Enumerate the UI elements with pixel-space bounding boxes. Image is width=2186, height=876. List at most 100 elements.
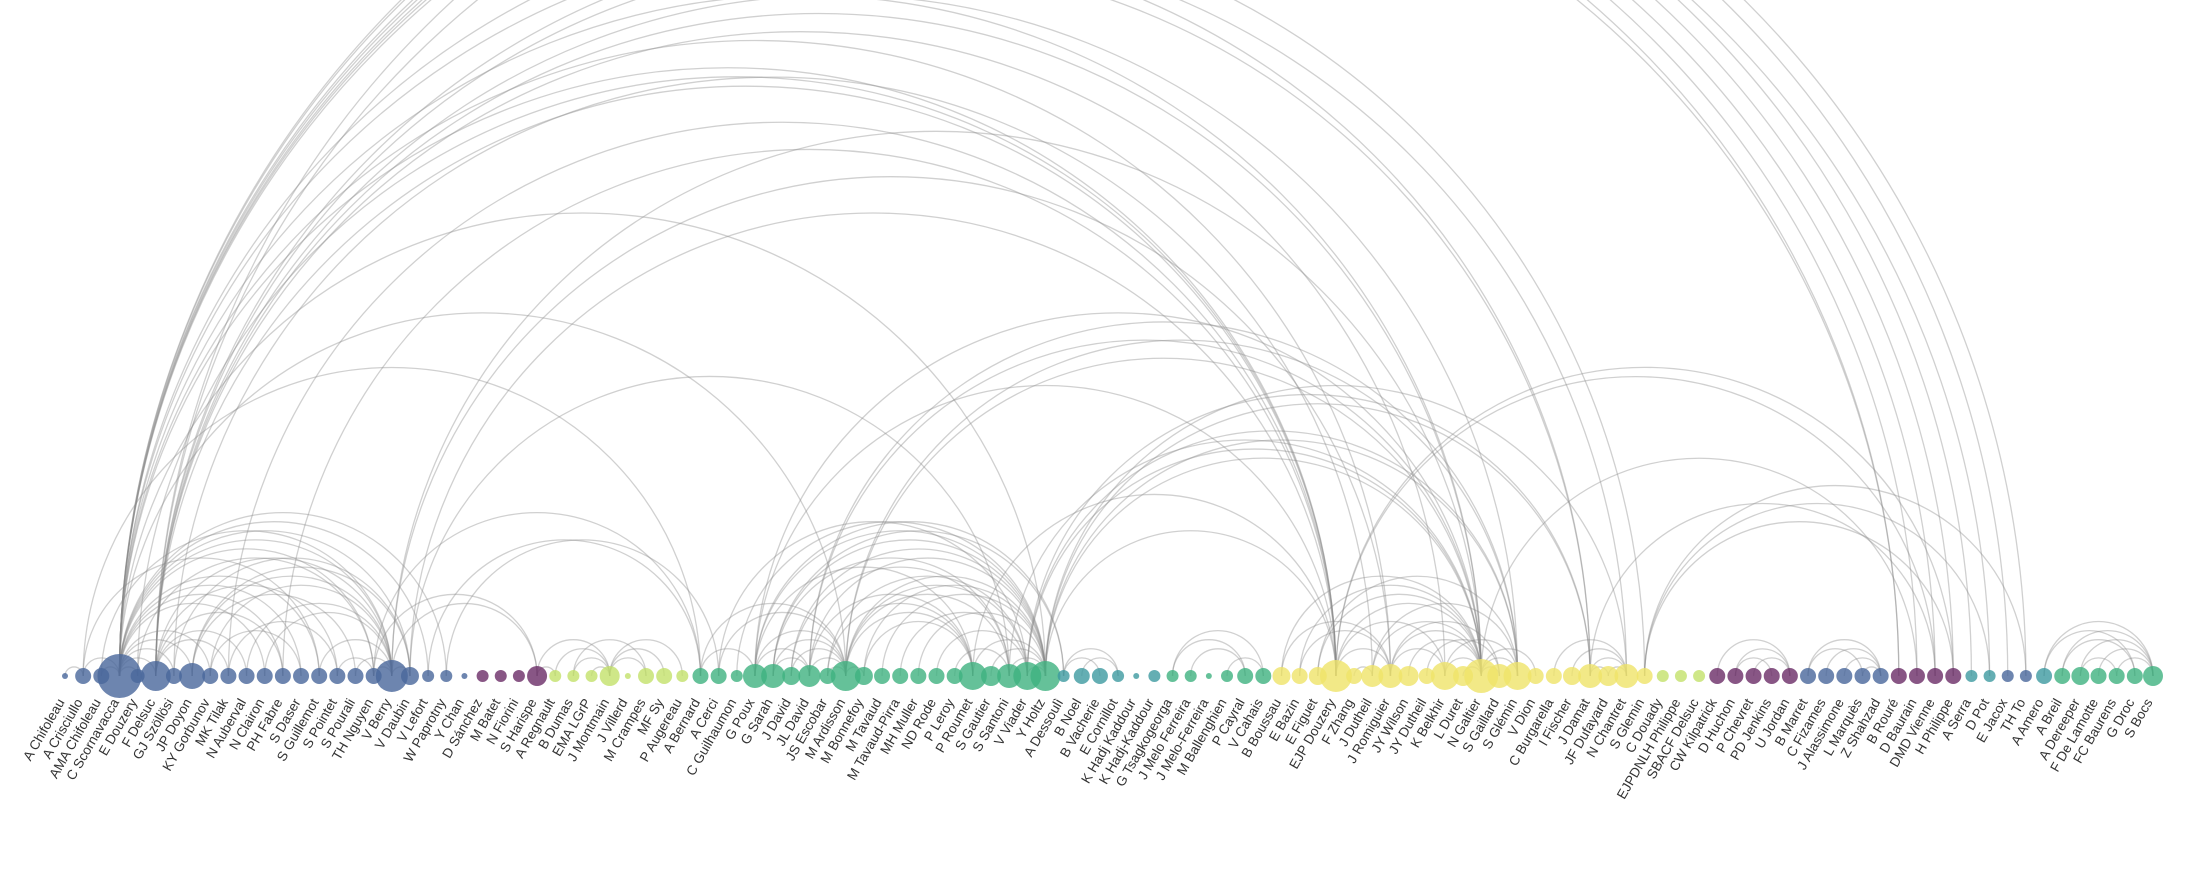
arc-link-10 <box>118 584 302 677</box>
arc-link-70 <box>881 594 1047 677</box>
node-f-delsuc <box>140 661 171 691</box>
arc-link-167 <box>282 148 1337 677</box>
node-s-daser <box>293 668 310 684</box>
node-d-pot <box>1983 670 1996 682</box>
node-n-auberval <box>238 668 255 684</box>
node-a-dessouli <box>1057 670 1070 682</box>
arc-link-129 <box>1807 648 1864 677</box>
node-d-huchon <box>1727 668 1744 684</box>
node-s-gautier <box>980 666 1001 686</box>
node-v-dion <box>1527 668 1544 684</box>
node-a-chifoleau <box>62 673 68 679</box>
arc-links <box>64 0 2154 677</box>
node-mf-sy <box>656 668 673 684</box>
node-b-marret <box>1800 668 1817 684</box>
arc-link-78 <box>736 521 1047 677</box>
arc-link-91 <box>1171 630 1264 677</box>
node-p-leroy <box>946 668 963 684</box>
node-c-guilhaumon <box>730 670 743 682</box>
node-f-zhang <box>1346 668 1363 684</box>
arc-link-98 <box>1335 620 1446 677</box>
node-pd-jenkins <box>1763 668 1780 684</box>
arc-link-114 <box>1426 639 1501 677</box>
node-d-baurain <box>1908 668 1925 684</box>
node-s-pourali <box>347 668 364 684</box>
arc-link-51 <box>754 630 847 677</box>
arc-link-157 <box>155 0 1628 677</box>
arc-link-196 <box>1589 503 1936 677</box>
arc-link-168 <box>373 512 702 677</box>
node-s-glemin <box>1503 662 1532 690</box>
node-v-cahais <box>1255 668 1272 684</box>
arc-link-21 <box>155 557 393 677</box>
node-a-dereeper <box>2071 667 2090 685</box>
node-mh-muller <box>910 668 927 684</box>
node-w-paprotny <box>440 670 453 682</box>
arc-link-113 <box>1371 603 1519 677</box>
arc-link-131 <box>2061 630 2154 677</box>
node-i-fischer <box>1562 667 1581 685</box>
node-cw-kilpatrick <box>1709 668 1726 684</box>
arc-link-150 <box>118 312 847 677</box>
arc-link-9 <box>118 593 284 677</box>
arc-link-159 <box>155 0 1900 677</box>
node-a-breil <box>2054 668 2071 684</box>
arc-link-197 <box>772 530 1065 677</box>
node-dmd-vienne <box>1927 668 1944 684</box>
arc-link-172 <box>427 539 702 677</box>
node-e-bazin <box>1291 668 1308 684</box>
arc-link-184 <box>1027 449 1481 676</box>
arc-link-83 <box>863 620 974 677</box>
arc-link-138 <box>118 67 1337 677</box>
arc-link-17 <box>155 639 230 677</box>
arc-link-173 <box>445 539 720 677</box>
node-n-clairon <box>256 668 273 684</box>
arc-link-153 <box>155 12 1482 677</box>
arc-link-72 <box>972 639 1047 677</box>
node-c-burgarella <box>1545 668 1562 684</box>
arc-link-60 <box>808 557 1047 677</box>
node-v-lefort <box>422 670 435 682</box>
arc-link-15 <box>118 521 429 677</box>
arc-link-50 <box>717 611 847 677</box>
node-g-droc <box>2126 668 2143 684</box>
node-c-scornavacca <box>97 654 142 698</box>
node-e-cornillot <box>1112 670 1125 682</box>
arc-link-149 <box>118 0 1591 677</box>
node-ejpdnlh-philippe <box>1674 670 1687 682</box>
node-l-marques <box>1854 668 1871 684</box>
arc-link-147 <box>118 0 2009 677</box>
node-p-roumet <box>958 662 987 690</box>
arc-link-186 <box>1026 394 1591 677</box>
arc-link-163 <box>391 176 1392 677</box>
arc-link-121 <box>1716 639 1791 677</box>
node-j-montmain <box>599 666 620 686</box>
arc-link-25 <box>209 584 393 677</box>
arc-link-112 <box>1298 629 1392 677</box>
node-b-roure <box>1890 668 1907 684</box>
node-a-regnault <box>549 670 562 682</box>
node-k-hadj-kaddour <box>1148 670 1161 682</box>
arc-link-14 <box>118 530 411 677</box>
arc-link-32 <box>173 557 411 677</box>
node-a-bernard <box>692 668 709 684</box>
arc-link-130 <box>2043 620 2154 677</box>
arc-link-188 <box>1044 384 1628 677</box>
arc-link-65 <box>845 611 974 677</box>
arc-link-111 <box>1280 620 1392 677</box>
node-s-pointet <box>329 668 346 684</box>
arc-link-36 <box>209 629 302 677</box>
node-j-villerd <box>624 673 631 679</box>
arc-link-198 <box>754 521 1065 677</box>
arc-link-37 <box>245 602 393 677</box>
arc-link-151 <box>118 213 1047 677</box>
node-s-glemin <box>1636 668 1653 684</box>
node-jp-doyon <box>179 663 206 689</box>
node-m-tavaud-pirra <box>892 668 909 684</box>
arc-link-180 <box>1008 439 1482 677</box>
arc-link-84 <box>826 602 974 677</box>
arc-link-82 <box>899 611 1028 677</box>
arc-link-135 <box>2043 630 2136 677</box>
arc-link-56 <box>772 557 1010 677</box>
